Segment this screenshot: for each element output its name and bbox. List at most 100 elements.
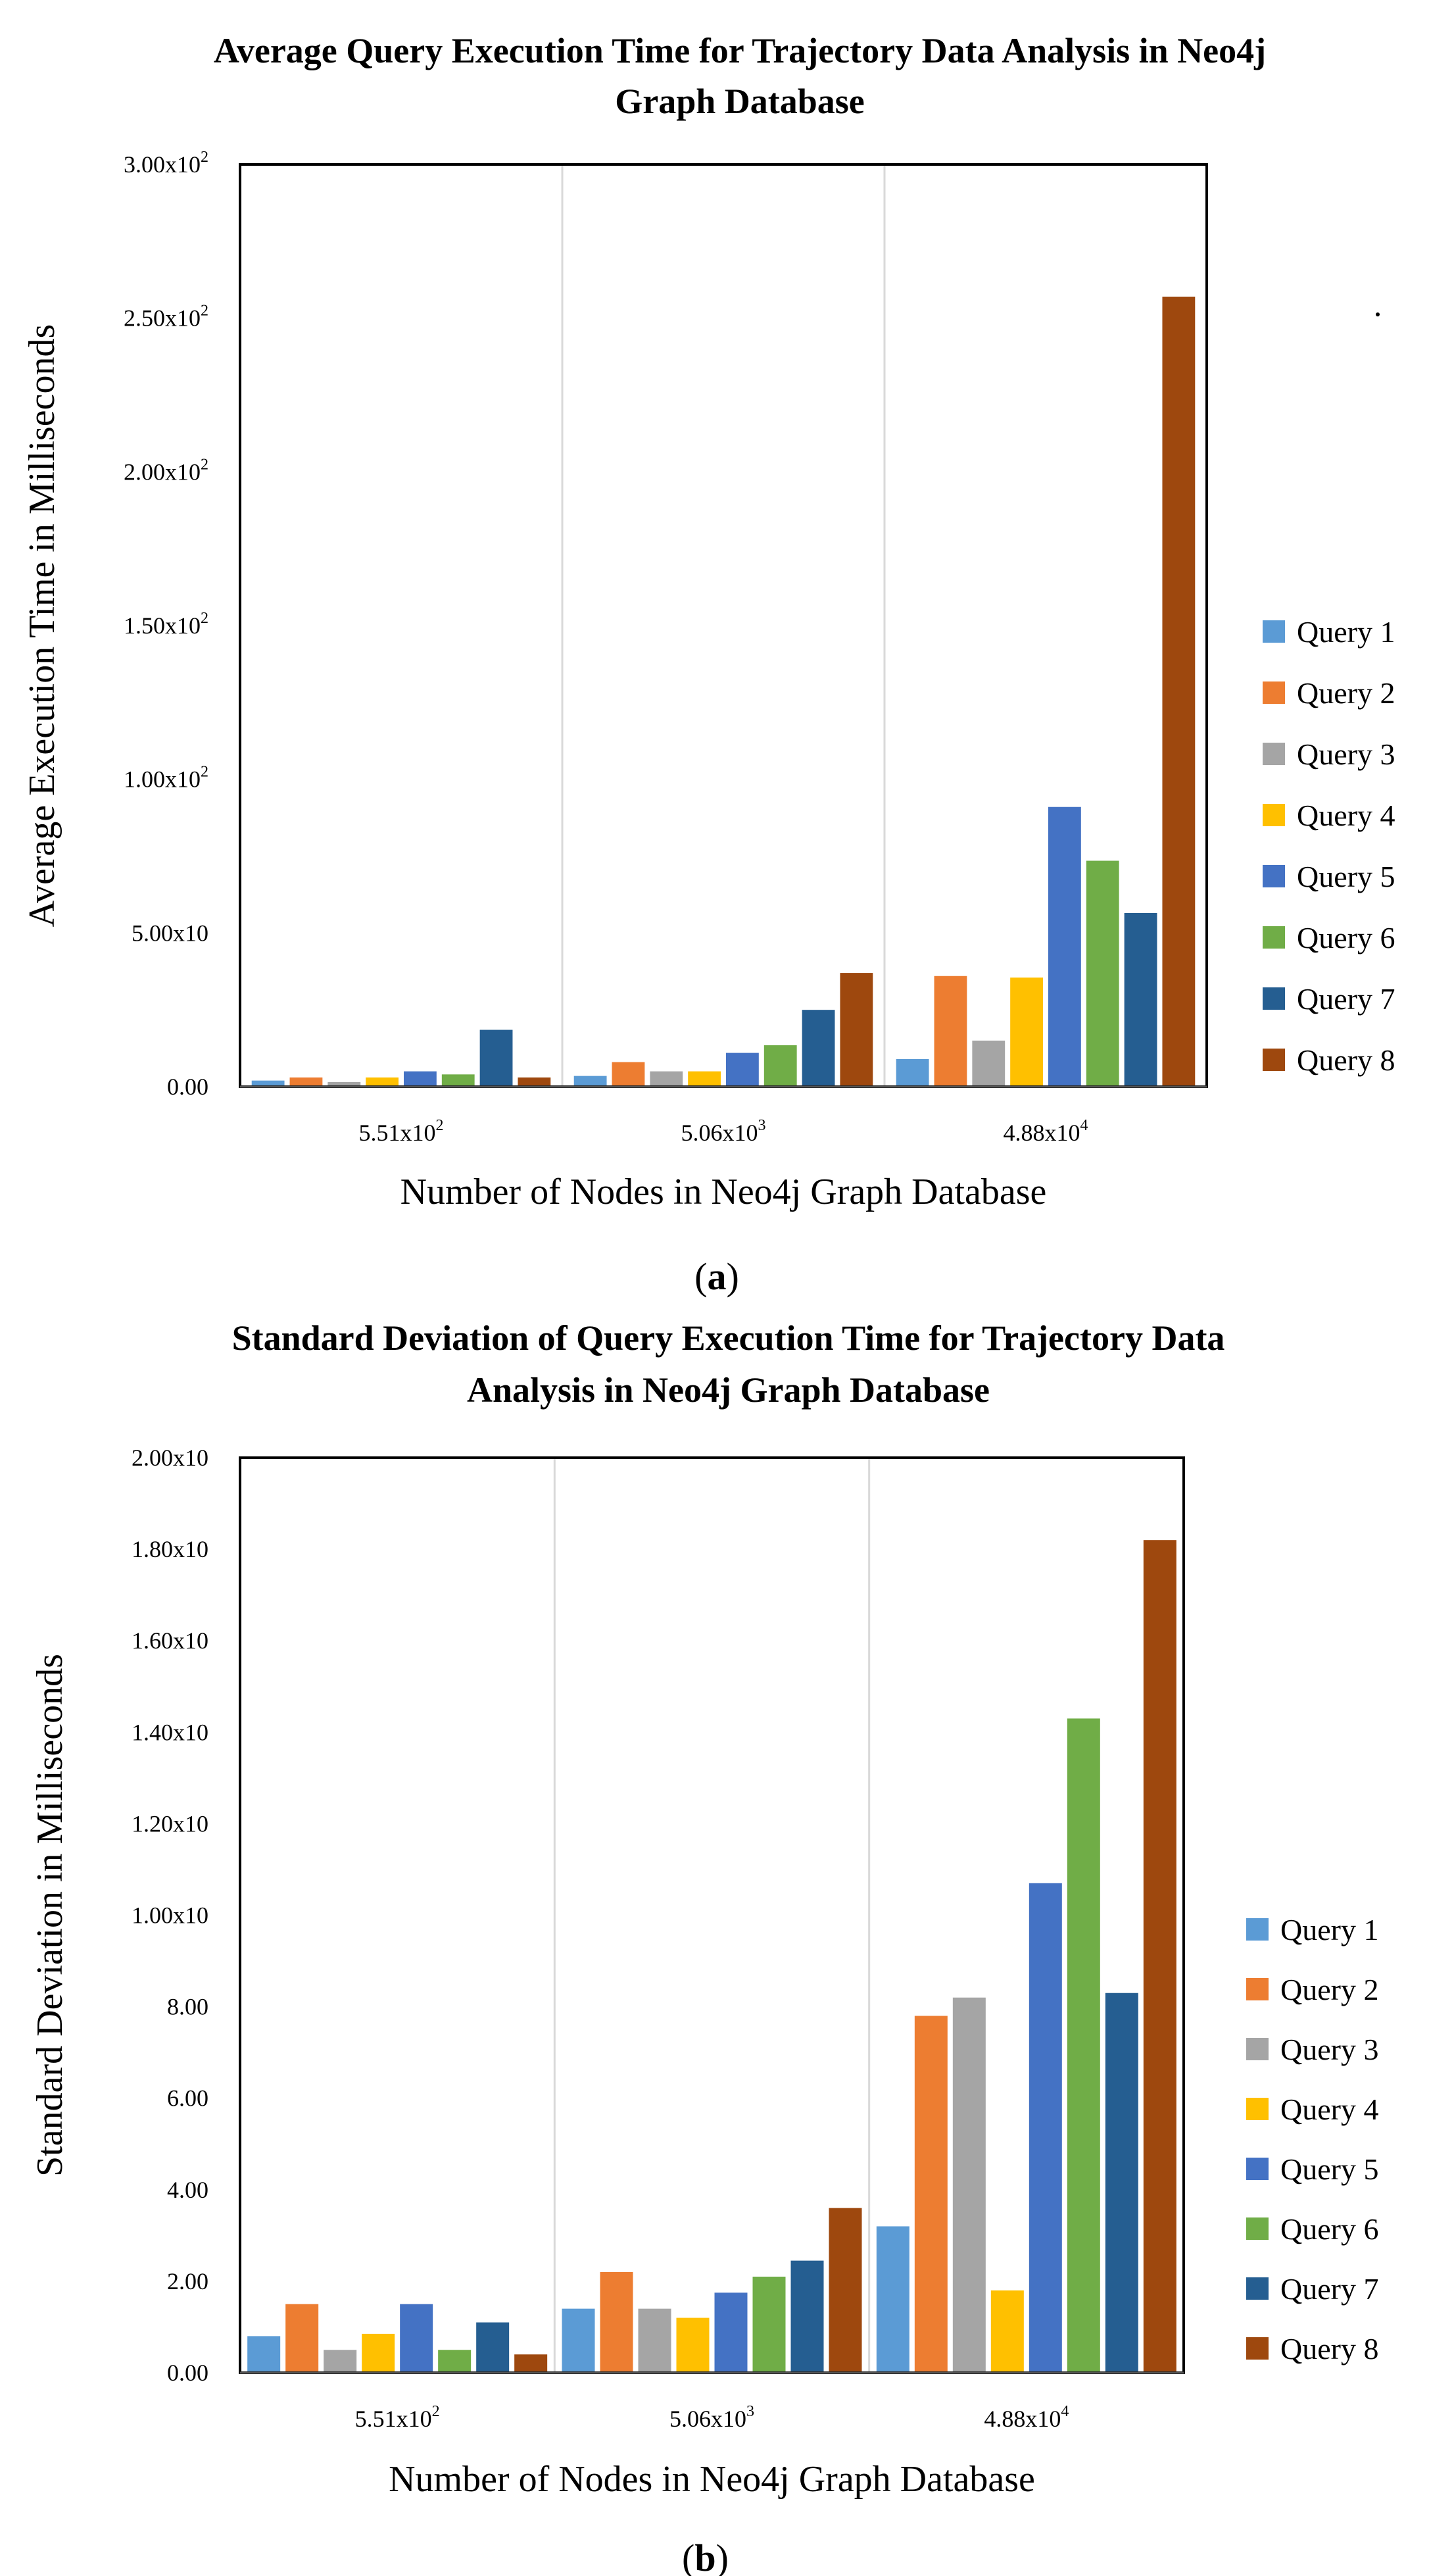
y-tick-sup: 2 <box>201 764 208 781</box>
bar-query-4-cat-2 <box>688 1071 721 1087</box>
bar-query-6-cat-2 <box>763 1045 797 1087</box>
y-tick-label: 2.50x102 <box>124 303 208 332</box>
bar-query-6-cat-3 <box>1086 860 1119 1087</box>
x-tick-sup: 2 <box>436 1117 444 1134</box>
legend-label: Query 8 <box>1280 2332 1378 2365</box>
legend-swatch <box>1246 2158 1269 2180</box>
y-tick-sup: 2 <box>201 456 208 473</box>
legend-label: Query 6 <box>1280 2212 1378 2246</box>
caption-letter: b <box>694 2537 715 2576</box>
legend-swatch <box>1263 1049 1285 1071</box>
y-tick-label: 1.00x10 <box>132 1902 208 1929</box>
y-tick-label: 2.00x102 <box>124 456 208 485</box>
chart-a: Average Query Execution Time for Traject… <box>22 31 1395 1298</box>
bar-query-6-cat-1 <box>441 1074 475 1087</box>
bar-query-5-cat-1 <box>400 2304 433 2373</box>
bar-query-6-cat-3 <box>1067 1718 1100 2373</box>
x-tick-base: 5.06x10 <box>669 2406 746 2432</box>
legend-swatch <box>1246 2098 1269 2120</box>
bar-query-7-cat-3 <box>1124 912 1157 1087</box>
bar-query-3-cat-3 <box>952 1997 986 2373</box>
bar-query-1-cat-3 <box>876 2226 909 2373</box>
y-tick-label: 2.00 <box>167 2268 208 2294</box>
y-tick-label: 6.00 <box>167 2085 208 2112</box>
legend-swatch <box>1263 926 1285 949</box>
chart-title-line: Standard Deviation of Query Execution Ti… <box>232 1318 1225 1358</box>
chart-title-line: Graph Database <box>615 82 865 121</box>
x-tick-sup: 2 <box>432 2403 440 2420</box>
bar-query-5-cat-1 <box>404 1071 437 1087</box>
caption-close-paren: ) <box>727 1255 739 1298</box>
y-tick-base: 1.00x10 <box>124 766 201 793</box>
chart-title-line: Analysis in Neo4j Graph Database <box>467 1370 990 1410</box>
legend-label: Query 8 <box>1297 1043 1395 1077</box>
legend-swatch <box>1263 865 1285 887</box>
x-tick-sup: 4 <box>1061 2403 1069 2420</box>
panel-caption: (a) <box>694 1255 739 1298</box>
bar-query-2-cat-3 <box>934 976 967 1087</box>
x-tick-label: 5.51x102 <box>355 2403 440 2432</box>
bar-query-7-cat-2 <box>802 1010 835 1087</box>
x-tick-sup: 4 <box>1080 1117 1088 1134</box>
y-tick-label: 2.00x10 <box>132 1445 208 1471</box>
y-tick-label: 1.20x10 <box>132 1810 208 1837</box>
y-tick-base: 8.00 <box>167 1994 208 2020</box>
y-tick-sup: 2 <box>201 149 208 166</box>
bar-query-5-cat-3 <box>1029 1883 1062 2373</box>
bar-query-7-cat-1 <box>479 1029 513 1087</box>
y-axis-title: Standard Deviation in Milliseconds <box>30 1654 70 2177</box>
x-tick-base: 4.88x10 <box>984 2406 1061 2432</box>
y-tick-sup: 2 <box>201 610 208 627</box>
bar-query-6-cat-2 <box>752 2276 786 2373</box>
x-tick-base: 5.06x10 <box>681 1120 758 1146</box>
legend-swatch <box>1246 2337 1269 2360</box>
y-tick-base: 3.00x10 <box>124 151 201 178</box>
x-tick-label: 4.88x104 <box>984 2403 1069 2432</box>
y-tick-base: 2.50x10 <box>124 305 201 332</box>
legend-label: Query 7 <box>1280 2272 1378 2306</box>
bar-query-2-cat-3 <box>914 2016 948 2373</box>
y-tick-label: 4.00 <box>167 2177 208 2203</box>
bar-query-7-cat-2 <box>790 2260 824 2373</box>
bar-query-4-cat-3 <box>990 2290 1024 2373</box>
y-tick-base: 2.00x10 <box>132 1445 208 1471</box>
x-axis-title: Number of Nodes in Neo4j Graph Database <box>400 1172 1047 1212</box>
caption-open-paren: ( <box>682 2537 694 2576</box>
y-tick-base: 1.50x10 <box>124 612 201 639</box>
legend-swatch <box>1263 681 1285 704</box>
bar-query-8-cat-1 <box>514 2354 548 2373</box>
bar-query-2-cat-1 <box>289 1077 323 1087</box>
legend-label: Query 6 <box>1297 921 1395 954</box>
y-tick-base: 1.40x10 <box>132 1719 208 1745</box>
legend-swatch <box>1263 620 1285 643</box>
bar-query-3-cat-2 <box>650 1071 683 1087</box>
y-tick-base: 1.80x10 <box>132 1536 208 1562</box>
x-axis-title: Number of Nodes in Neo4j Graph Database <box>389 2459 1035 2500</box>
legend-label: Query 3 <box>1297 737 1395 771</box>
y-tick-base: 0.00 <box>167 2360 208 2386</box>
caption-close-paren: ) <box>716 2537 729 2576</box>
y-axis-title: Average Execution Time in Milliseconds <box>22 324 62 928</box>
legend-label: Query 3 <box>1280 2033 1378 2066</box>
legend-label: Query 7 <box>1297 982 1395 1016</box>
x-tick-label: 5.06x103 <box>669 2403 754 2432</box>
caption-letter: a <box>708 1255 727 1298</box>
bar-query-5-cat-2 <box>726 1053 759 1087</box>
y-tick-label: 0.00 <box>167 1074 208 1100</box>
y-tick-label: 1.60x10 <box>132 1627 208 1654</box>
bar-query-8-cat-3 <box>1162 296 1196 1087</box>
y-tick-base: 5.00x10 <box>132 920 208 946</box>
y-tick-base: 2.00x10 <box>124 458 201 485</box>
y-tick-label: 1.80x10 <box>132 1536 208 1562</box>
bar-query-2-cat-2 <box>600 2271 633 2373</box>
bar-query-6-cat-1 <box>438 2350 472 2373</box>
bar-query-1-cat-1 <box>251 1080 285 1087</box>
bar-query-5-cat-2 <box>714 2292 748 2373</box>
bar-query-1-cat-3 <box>896 1058 929 1087</box>
legend-label: Query 5 <box>1280 2152 1378 2186</box>
legend-swatch <box>1246 2038 1269 2060</box>
bar-query-5-cat-3 <box>1048 806 1081 1087</box>
x-tick-base: 5.51x10 <box>355 2406 432 2432</box>
legend-swatch <box>1263 804 1285 826</box>
